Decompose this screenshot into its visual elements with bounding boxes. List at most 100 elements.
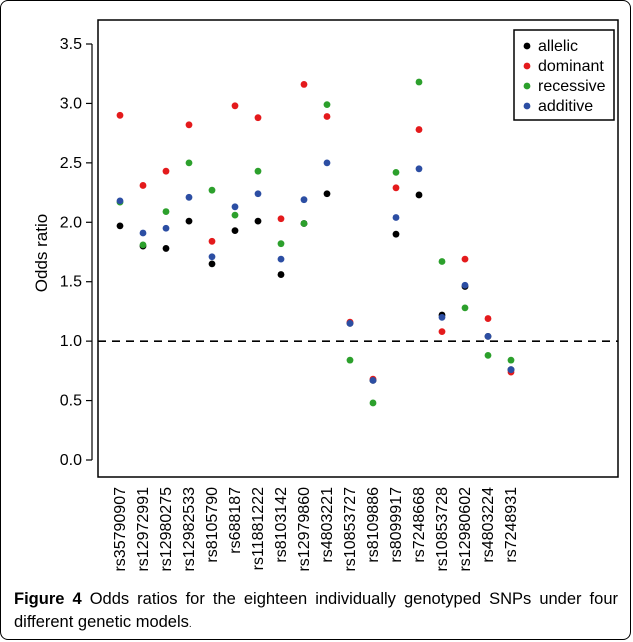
point-recessive-rs8105790 — [208, 186, 216, 194]
legend-label-allelic: allelic — [538, 38, 578, 55]
point-dominant-rs11881222 — [254, 114, 262, 122]
point-additive-rs8099917 — [392, 214, 400, 221]
point-recessive-rs12979860 — [300, 220, 308, 227]
y-tick-label: 0.0 — [60, 452, 82, 469]
y-tick-label: 1.5 — [60, 274, 82, 291]
legend-label-recessive: recessive — [538, 78, 606, 95]
point-recessive-rs12982533 — [185, 159, 193, 167]
point-recessive-rs12980602 — [461, 304, 469, 312]
point-additive-rs7248931 — [507, 366, 515, 374]
legend-marker-additive — [523, 102, 531, 110]
point-recessive-rs12980275 — [162, 208, 170, 215]
point-dominant-rs8103142 — [277, 215, 285, 223]
point-additive-rs7248668 — [415, 165, 423, 173]
point-recessive-rs8103142 — [277, 240, 285, 248]
point-additive-rs12980275 — [162, 224, 170, 232]
point-recessive-rs8099917 — [392, 168, 400, 176]
point-recessive-rs10853727 — [346, 356, 354, 364]
point-allelic-rs8105790 — [208, 260, 216, 268]
x-tick-label-rs10853727: rs10853727 — [342, 487, 359, 572]
odds-ratio-chart: 0.0 0.5 1.0 1.5 2.0 2.5 3.0 3.5 rs35790907 rs129… — [32, 19, 619, 572]
x-tick-label-rs10853728: rs10853728 — [434, 487, 451, 572]
point-dominant-rs12980275 — [162, 167, 170, 175]
point-dominant-rs12972991 — [139, 182, 147, 189]
x-tick-label-rs12980602: rs12980602 — [457, 487, 474, 572]
x-tick-label-rs12972991: rs12972991 — [135, 487, 152, 572]
figure-caption: Figure 4 Odds ratios for the eighteen in… — [14, 588, 618, 636]
point-recessive-rs4803224 — [484, 352, 492, 359]
point-allelic-rs12980275 — [162, 245, 170, 252]
point-recessive-rs11881222 — [254, 167, 262, 175]
y-tick-label: 3.0 — [60, 95, 82, 112]
point-additive-rs10853727 — [346, 319, 354, 327]
point-additive-rs10853728 — [438, 313, 446, 321]
x-tick-label-rs688187: rs688187 — [227, 487, 244, 554]
x-tick-label-rs12980275: rs12980275 — [158, 487, 175, 572]
plot-area-border — [97, 19, 619, 478]
point-additive-rs12972991 — [139, 229, 147, 237]
point-dominant-rs4803221 — [323, 113, 331, 120]
point-additive-rs8105790 — [208, 253, 216, 261]
legend-label-dominant: dominant — [538, 58, 604, 75]
x-tick-label-rs8099917: rs8099917 — [388, 487, 405, 563]
point-additive-rs12979860 — [300, 196, 308, 204]
point-additive-rs4803224 — [484, 332, 492, 340]
point-dominant-rs8105790 — [208, 237, 216, 245]
point-dominant-rs35790907 — [116, 111, 124, 119]
point-dominant-rs12980602 — [461, 255, 469, 263]
point-recessive-rs7248931 — [507, 356, 515, 364]
caption-figure-number: Figure 4 — [14, 590, 82, 608]
point-additive-rs8109886 — [369, 376, 377, 384]
x-tick-labels: rs35790907 rs12972991 rs12980275 rs12982533… — [112, 487, 520, 572]
x-tick-label-rs7248931: rs7248931 — [503, 487, 520, 563]
point-allelic-rs4803221 — [323, 190, 331, 198]
point-allelic-rs35790907 — [116, 222, 124, 230]
point-allelic-rs8099917 — [392, 230, 400, 238]
x-tick-label-rs4803224: rs4803224 — [480, 487, 497, 563]
legend-label-additive: additive — [538, 98, 593, 115]
x-tick-label-rs7248668: rs7248668 — [411, 487, 428, 563]
point-additive-rs35790907 — [116, 197, 124, 205]
data-points — [116, 78, 515, 407]
y-axis: 0.0 0.5 1.0 1.5 2.0 2.5 3.0 3.5 — [60, 36, 93, 469]
point-dominant-rs8099917 — [392, 184, 400, 192]
point-dominant-rs12979860 — [300, 81, 308, 88]
x-tick-label-rs12982533: rs12982533 — [181, 487, 198, 572]
legend-marker-dominant — [523, 62, 531, 70]
point-recessive-rs12972991 — [139, 241, 147, 249]
caption-period: . — [188, 619, 192, 630]
point-dominant-rs12982533 — [185, 121, 193, 129]
y-tick-label: 2.0 — [60, 214, 82, 231]
point-recessive-rs7248668 — [415, 78, 423, 86]
point-additive-rs688187 — [231, 203, 239, 211]
point-allelic-rs7248668 — [415, 191, 423, 199]
y-tick-label: 0.5 — [60, 393, 82, 410]
point-recessive-rs688187 — [231, 211, 239, 219]
y-axis-label: Odds ratio — [32, 214, 51, 292]
point-allelic-rs8103142 — [277, 271, 285, 278]
x-tick-label-rs35790907: rs35790907 — [112, 487, 129, 572]
point-dominant-rs688187 — [231, 102, 239, 110]
legend-marker-recessive — [523, 82, 531, 90]
point-dominant-rs7248668 — [415, 126, 423, 133]
point-recessive-rs4803221 — [323, 101, 331, 109]
legend-box — [513, 29, 615, 121]
point-additive-rs12982533 — [185, 193, 193, 201]
point-additive-rs8103142 — [277, 255, 285, 263]
point-allelic-rs12982533 — [185, 217, 193, 225]
point-additive-rs12980602 — [461, 281, 469, 289]
x-tick-label-rs11881222: rs11881222 — [250, 487, 267, 570]
point-dominant-rs4803224 — [484, 315, 492, 322]
y-tick-label: 3.5 — [60, 36, 82, 53]
point-additive-rs4803221 — [323, 159, 331, 167]
point-allelic-rs11881222 — [254, 217, 262, 225]
legend-marker-allelic — [523, 42, 531, 50]
x-tick-label-rs8103142: rs8103142 — [273, 487, 290, 563]
x-tick-label-rs4803221: rs4803221 — [319, 487, 336, 563]
x-tick-label-rs8105790: rs8105790 — [204, 487, 221, 563]
caption-text: Odds ratios for the eighteen individuall… — [14, 590, 618, 631]
point-additive-rs11881222 — [254, 190, 262, 198]
point-allelic-rs688187 — [231, 227, 239, 235]
point-dominant-rs10853728 — [438, 328, 446, 336]
y-tick-label: 1.0 — [60, 333, 82, 350]
